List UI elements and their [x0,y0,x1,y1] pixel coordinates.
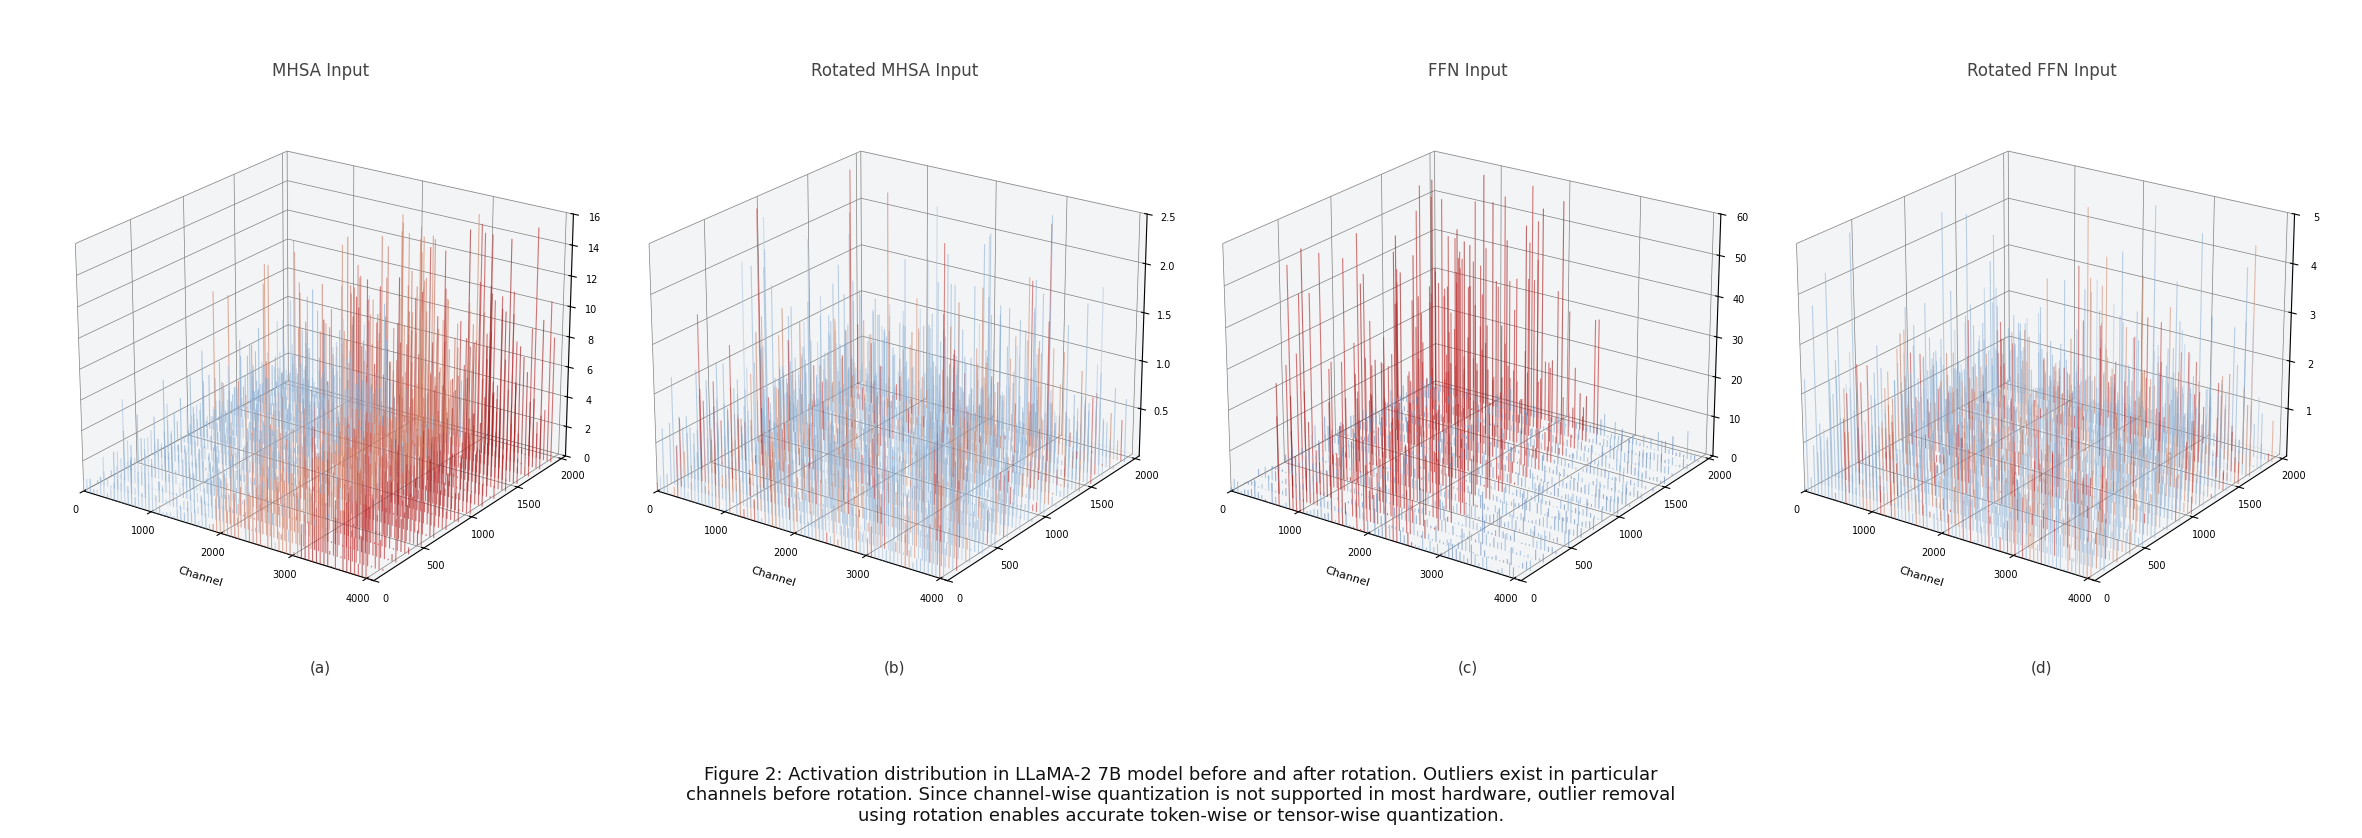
Text: (c): (c) [1457,661,1479,676]
Title: Rotated FFN Input: Rotated FFN Input [1968,62,2116,80]
X-axis label: Channel: Channel [177,565,224,588]
Text: using rotation enables accurate token-wise or tensor-wise quantization.: using rotation enables accurate token-wi… [857,808,1505,825]
Title: Rotated MHSA Input: Rotated MHSA Input [810,62,978,80]
X-axis label: Channel: Channel [751,565,796,588]
Text: (b): (b) [883,661,905,676]
X-axis label: Channel: Channel [1897,565,1944,588]
Title: MHSA Input: MHSA Input [272,62,368,80]
Text: channels before rotation. Since channel-wise quantization is not supported in mo: channels before rotation. Since channel-… [687,787,1675,804]
Text: (a): (a) [309,661,331,676]
Text: (d): (d) [2031,661,2053,676]
X-axis label: Channel: Channel [1323,565,1370,588]
Title: FFN Input: FFN Input [1429,62,1507,80]
Text: Figure 2: Activation distribution in LLaMA-2 7B model before and after rotation.: Figure 2: Activation distribution in LLa… [704,766,1658,784]
